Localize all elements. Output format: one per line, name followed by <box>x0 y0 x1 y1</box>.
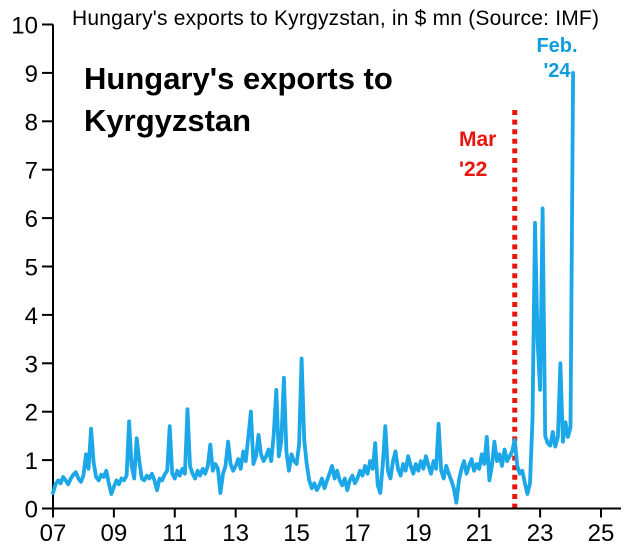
y-tick-label: 9 <box>25 61 38 88</box>
y-tick-label: 2 <box>25 400 38 427</box>
x-tick-label: 13 <box>222 520 249 547</box>
exports-line-series <box>51 71 575 505</box>
y-tick-label: 0 <box>25 497 38 524</box>
x-tick-label: 17 <box>344 520 371 547</box>
end-label-feb-24: Feb. '24 <box>528 34 586 84</box>
event-label-line1: Mar <box>459 128 497 151</box>
x-tick-label: 21 <box>466 520 493 547</box>
end-label-line1: Feb. <box>536 35 578 57</box>
y-tick-label: 5 <box>25 255 38 282</box>
x-tick-label: 09 <box>101 520 128 547</box>
x-tick-label: 15 <box>283 520 310 547</box>
chart-title: Hungary's exports to Kyrgyzstan, in $ mn… <box>72 7 600 30</box>
y-tick-label: 8 <box>25 109 38 136</box>
x-tick-label: 19 <box>405 520 432 547</box>
y-tick-label: 4 <box>25 303 38 330</box>
chart-inner-title: Hungary's exports to Kyrgyzstan <box>84 61 393 138</box>
y-tick-label: 7 <box>25 158 38 185</box>
end-label-line2: '24 <box>543 60 571 82</box>
y-tick-label: 1 <box>25 448 38 475</box>
y-tick-label: 3 <box>25 351 38 378</box>
x-tick-label: 25 <box>588 520 615 547</box>
event-label-line2: '22 <box>459 158 488 181</box>
y-tick-label: 10 <box>11 13 38 40</box>
event-label-mar-22: Mar '22 <box>459 125 496 185</box>
x-tick-label: 23 <box>527 520 554 547</box>
x-tick-label: 11 <box>162 520 187 547</box>
y-tick-label: 6 <box>25 206 38 233</box>
x-tick-label: 07 <box>40 520 67 547</box>
